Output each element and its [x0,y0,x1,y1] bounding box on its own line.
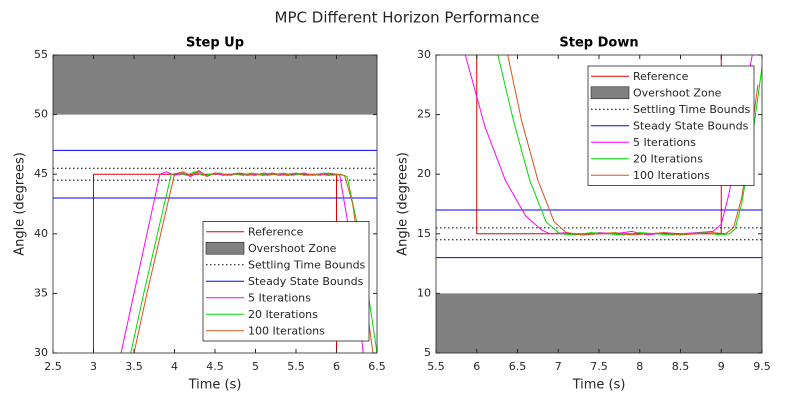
legend-label: Overshoot Zone [633,86,722,99]
x-tick-label: 8.5 [672,360,690,373]
plot-content [436,55,762,353]
y-tick-label: 20 [417,167,431,180]
legend-label: Settling Time Bounds [248,258,366,271]
y-tick-label: 25 [417,108,431,121]
y-tick-label: 30 [34,346,48,359]
legend-label: 20 Iterations [248,308,318,321]
legend-label: 100 Iterations [248,324,325,337]
overshoot-zone [436,293,762,353]
x-tick-label: 7 [555,360,562,373]
y-tick-label: 40 [34,227,48,240]
x-tick-label: 3 [90,360,97,373]
legend-label: 5 Iterations [633,136,696,149]
series-line [497,55,762,236]
x-tick-label: 6.5 [368,360,386,373]
x-axis-label: Time (s) [188,378,242,393]
x-tick-label: 7.5 [590,360,608,373]
series-line [507,55,759,236]
subplot: 5.5 6 6.5 7 7.5 8 8.5 9 9.5 5 10 15 20 25 30 Step Down T… [396,36,771,393]
x-tick-label: 5.5 [287,360,305,373]
x-tick-label: 9.5 [753,360,771,373]
x-tick-label: 9 [718,360,725,373]
subplot: 2.5 3 3.5 4 4.5 5 5.5 6 6.5 30 35 40 45 50 55 Step Up Ti… [13,36,386,393]
x-tick-label: 6.5 [509,360,527,373]
x-tick-label: 5 [252,360,259,373]
legend-label: 5 Iterations [248,291,311,304]
x-tick-label: 4 [171,360,178,373]
legend-label: Reference [248,225,304,238]
subplot-title: Step Down [559,36,638,51]
y-tick-label: 45 [34,167,48,180]
series-line [133,170,374,353]
y-tick-label: 50 [34,108,48,121]
legend-label: Reference [633,70,689,83]
legend: Reference Overshoot Zone Settling Time Bou… [202,221,370,342]
legend-label: 20 Iterations [633,152,703,165]
x-tick-label: 2.5 [44,360,62,373]
x-axis-label: Time (s) [572,378,626,393]
legend-label: Overshoot Zone [248,242,337,255]
y-tick-label: 30 [417,48,431,61]
legend-swatch [205,241,245,255]
legend-swatch [590,86,630,100]
legend-label: 100 Iterations [633,169,710,182]
x-tick-label: 8 [636,360,643,373]
y-tick-label: 55 [34,48,48,61]
y-tick-label: 15 [417,227,431,240]
series-line [464,55,753,236]
x-tick-label: 6 [473,360,480,373]
y-axis-label: Angle (degrees) [396,152,411,256]
figure-title: MPC Different Horizon Performance [275,9,540,27]
legend-label: Steady State Bounds [633,119,749,132]
y-tick-label: 5 [424,346,431,359]
y-axis-label: Angle (degrees) [13,152,28,256]
y-tick-label: 10 [417,286,431,299]
subplot-title: Step Up [186,36,244,51]
x-tick-label: 6 [333,360,340,373]
legend-label: Steady State Bounds [248,275,364,288]
plot-content [53,55,377,353]
x-tick-label: 3.5 [125,360,143,373]
overshoot-zone [53,55,377,115]
x-tick-label: 4.5 [206,360,224,373]
x-tick-label: 5.5 [427,360,445,373]
y-tick-label: 35 [34,286,48,299]
legend: Reference Overshoot Zone Settling Time Bou… [587,65,755,186]
legend-label: Settling Time Bounds [633,103,751,116]
